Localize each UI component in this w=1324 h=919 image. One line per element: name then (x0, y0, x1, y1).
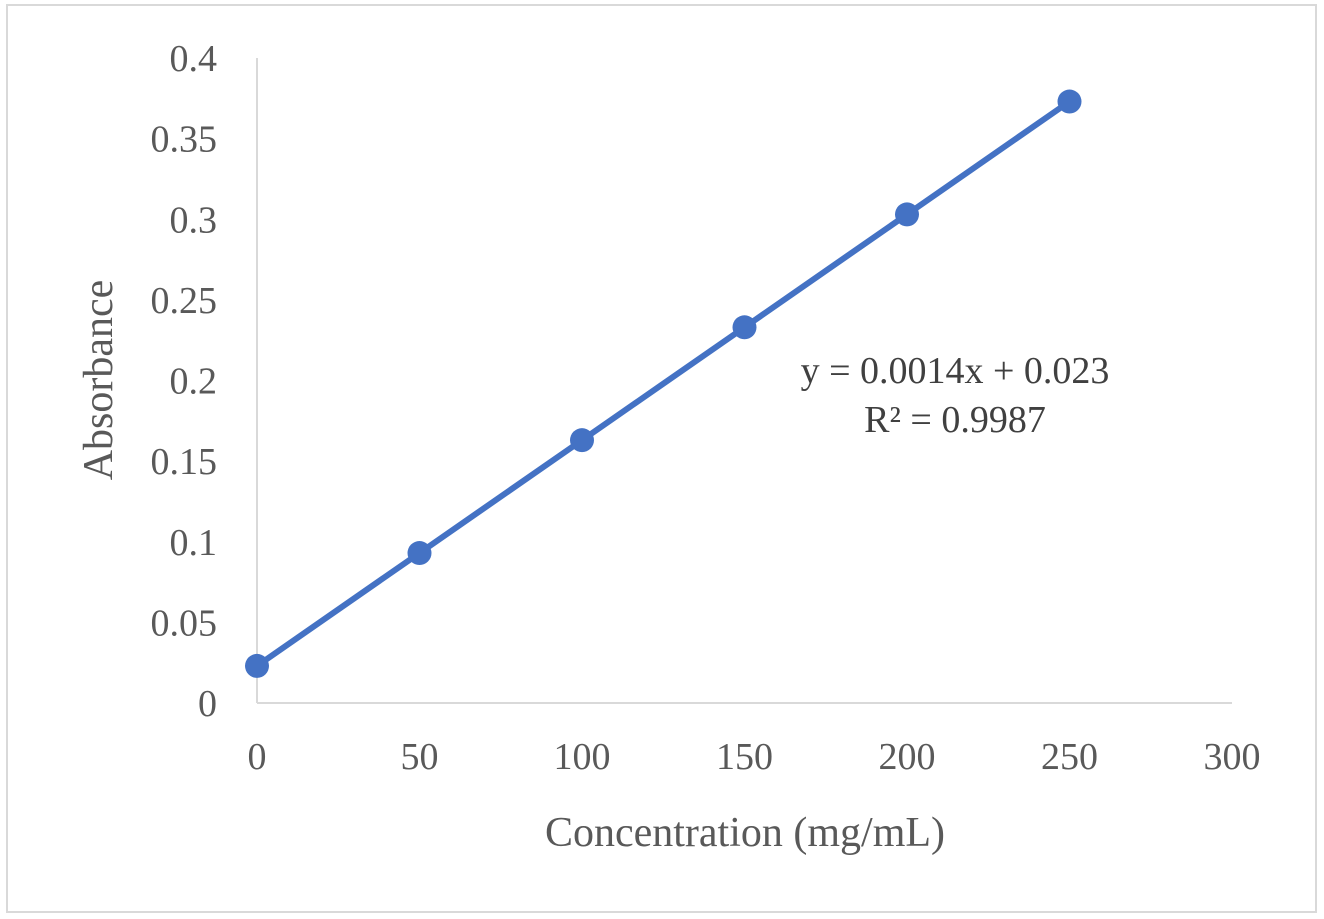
y-tick-label: 0.3 (170, 199, 218, 241)
y-tick-label: 0.4 (170, 38, 218, 80)
y-tick-label: 0 (198, 683, 217, 725)
data-point (407, 541, 432, 566)
y-tick-label: 0.35 (151, 119, 218, 161)
y-tick-label: 0.15 (151, 441, 218, 483)
y-tick-label: 0.2 (170, 361, 218, 403)
chart-frame (6, 4, 1317, 913)
y-axis-title: Absorbance (76, 280, 122, 481)
y-tick-label: 0.1 (170, 522, 218, 564)
series-lines (254, 98, 1073, 669)
x-tick-labels: 0 50 100 150 200 250 300 (248, 736, 1261, 778)
x-tick-label: 150 (716, 736, 773, 778)
data-point (245, 653, 269, 678)
trendline-equation: y = 0.0014x + 0.023 (801, 350, 1110, 392)
x-tick-label: 200 (879, 736, 936, 778)
data-point (1057, 89, 1082, 114)
data-point (570, 428, 594, 453)
y-tick-label: 0.25 (151, 280, 218, 322)
axes (256, 58, 1232, 704)
x-axis-title: Concentration (mg/mL) (545, 810, 945, 856)
y-tick-label: 0.05 (151, 602, 218, 644)
series-line (254, 98, 1073, 669)
x-tick-label: 250 (1041, 736, 1098, 778)
data-point (732, 315, 757, 340)
x-tick-label: 300 (1204, 736, 1261, 778)
x-tick-label: 50 (401, 736, 439, 778)
y-tick-labels: 0 0.05 0.1 0.15 0.2 0.25 0.3 0.35 0.4 (151, 38, 218, 725)
trendline-r-squared: R² = 0.9987 (864, 399, 1046, 441)
data-point (895, 202, 919, 227)
x-tick-label: 100 (554, 736, 611, 778)
data-points (245, 89, 1082, 678)
x-tick-label: 0 (248, 736, 267, 778)
